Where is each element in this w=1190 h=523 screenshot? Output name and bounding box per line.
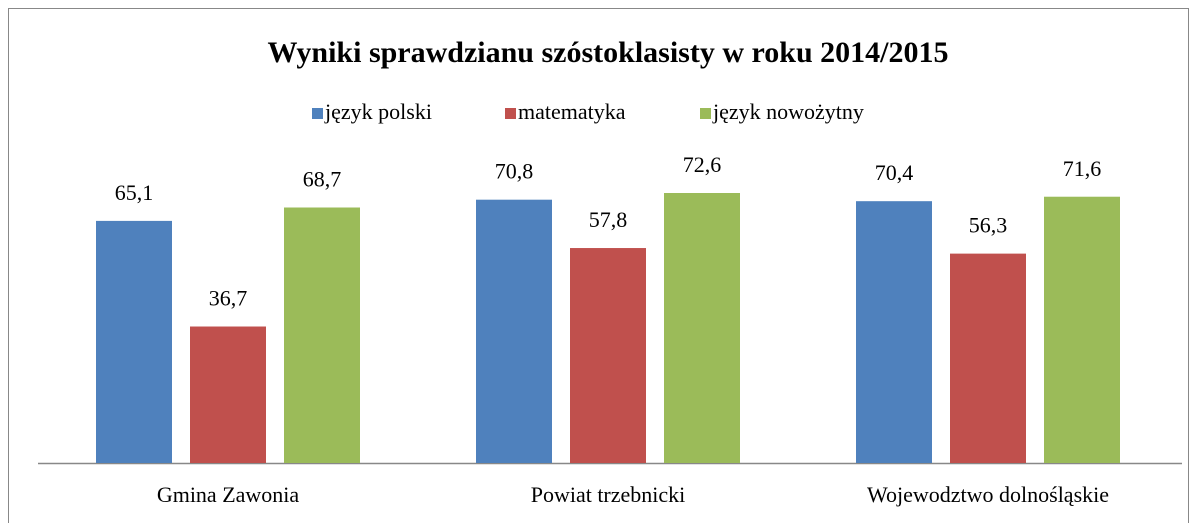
bar (284, 207, 360, 463)
data-label: 65,1 (115, 180, 154, 205)
data-label: 57,8 (589, 207, 628, 232)
x-tick-label: Gmina Zawonia (157, 482, 300, 507)
bar (950, 253, 1026, 463)
x-tick-label: Wojewodztwo dolnośląskie (867, 482, 1109, 507)
bar (190, 326, 266, 463)
data-label: 70,4 (875, 160, 914, 185)
bar (1044, 196, 1120, 464)
legend-swatch (700, 108, 711, 119)
bar (96, 220, 172, 463)
legend-swatch (505, 108, 516, 119)
bar (476, 199, 552, 463)
legend-label: język polski (324, 99, 432, 124)
data-label: 68,7 (303, 167, 342, 192)
data-label: 36,7 (209, 286, 248, 311)
chart-title: Wyniki sprawdzianu szóstoklasisty w roku… (268, 36, 949, 69)
bar (856, 201, 932, 463)
bar (664, 193, 740, 463)
bar (570, 248, 646, 463)
legend-label: język nowożytny (712, 99, 864, 124)
data-label: 72,6 (683, 152, 722, 177)
legend-swatch (312, 108, 323, 119)
x-tick-label: Powiat trzebnicki (531, 482, 686, 507)
data-label: 71,6 (1063, 156, 1102, 181)
legend-label: matematyka (518, 99, 626, 124)
data-label: 56,3 (969, 213, 1008, 238)
data-label: 70,8 (495, 159, 534, 184)
